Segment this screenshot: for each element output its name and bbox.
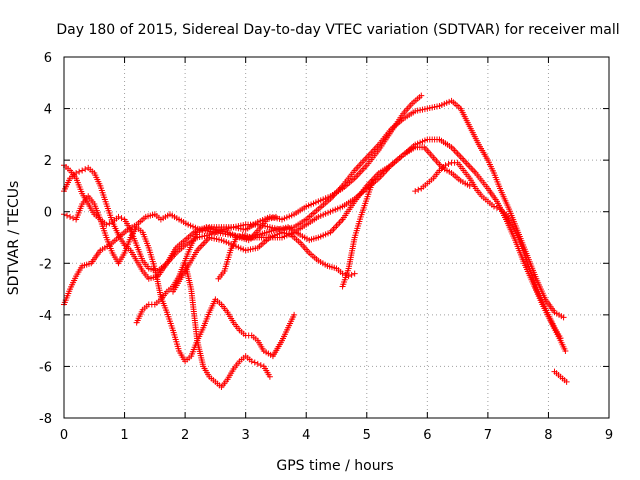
data-point xyxy=(266,373,273,380)
data-point xyxy=(490,203,497,210)
x-axis-label: GPS time / hours xyxy=(276,458,393,474)
data-point xyxy=(563,378,570,385)
y-tick-label: -2 xyxy=(39,257,52,272)
data-point xyxy=(64,212,71,219)
series-trace-k xyxy=(551,368,570,385)
axis-ticks: 0 1 2 3 4 5 6 7 8 9 -8 -6 -4 -2 0 2 4 6 xyxy=(39,51,613,443)
series-trace-i xyxy=(339,177,376,290)
data-point xyxy=(351,270,358,277)
data-point xyxy=(115,213,122,220)
grid-lines xyxy=(64,57,609,418)
x-tick-label: 8 xyxy=(544,428,552,443)
data-point xyxy=(118,215,125,222)
data-point xyxy=(415,186,422,193)
data-point xyxy=(442,162,449,169)
data-point xyxy=(348,271,355,278)
x-tick-label: 2 xyxy=(181,428,189,443)
plot-frame xyxy=(63,56,610,419)
data-point xyxy=(493,204,500,211)
x-tick-label: 6 xyxy=(423,428,431,443)
x-tick-label: 7 xyxy=(484,428,492,443)
data-series xyxy=(61,92,570,391)
y-tick-label: 2 xyxy=(44,154,52,169)
data-point xyxy=(257,362,264,369)
series-trace-g xyxy=(182,260,273,391)
data-point xyxy=(339,270,346,277)
data-point xyxy=(233,234,240,241)
x-tick-label: 0 xyxy=(60,428,68,443)
y-tick-label: -4 xyxy=(39,309,52,324)
data-point xyxy=(106,220,113,227)
series-trace-j xyxy=(412,159,564,342)
data-point xyxy=(70,215,77,222)
data-point xyxy=(412,188,419,195)
data-point xyxy=(369,177,376,184)
data-point xyxy=(67,213,74,220)
data-point xyxy=(251,359,258,366)
chart-title: Day 180 of 2015, Sidereal Day-to-day VTE… xyxy=(56,22,619,38)
data-point xyxy=(445,161,452,168)
y-tick-label: -6 xyxy=(39,360,52,375)
x-tick-label: 1 xyxy=(120,428,128,443)
data-point xyxy=(103,221,110,228)
y-tick-label: -8 xyxy=(39,412,52,427)
x-tick-label: 4 xyxy=(302,428,310,443)
data-point xyxy=(291,311,298,318)
x-tick-label: 9 xyxy=(605,428,613,443)
data-point xyxy=(272,213,279,220)
series-trace-a xyxy=(61,144,473,308)
data-point xyxy=(562,347,569,354)
data-point xyxy=(466,182,473,189)
data-point xyxy=(76,168,83,175)
y-tick-label: 0 xyxy=(44,206,52,221)
data-point xyxy=(236,233,243,240)
x-tick-label: 3 xyxy=(242,428,250,443)
data-point xyxy=(248,358,255,365)
series-trace-d xyxy=(61,193,298,365)
y-tick-label: 4 xyxy=(44,103,52,118)
data-point xyxy=(560,314,567,321)
y-axis-label: SDTVAR / TECUs xyxy=(6,181,22,296)
data-point xyxy=(418,92,425,99)
data-point xyxy=(254,360,261,367)
y-tick-label: 6 xyxy=(44,51,52,66)
data-point xyxy=(557,335,564,342)
x-tick-label: 5 xyxy=(363,428,371,443)
data-point xyxy=(82,166,89,173)
series-trace-c xyxy=(61,97,567,321)
data-point xyxy=(73,170,80,177)
series-trace-h xyxy=(215,213,279,282)
data-point xyxy=(79,167,86,174)
